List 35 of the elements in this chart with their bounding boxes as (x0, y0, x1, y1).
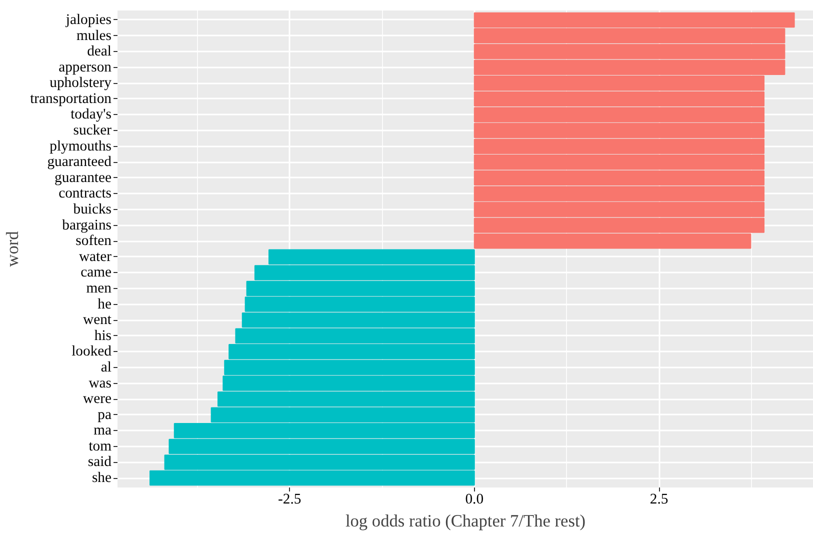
y-tick-label: al (100, 359, 112, 376)
y-tick-label: today's (70, 106, 112, 123)
y-tick-label: looked (72, 344, 112, 360)
y-tick-label: soften (76, 233, 112, 250)
y-tick-label: ma (94, 422, 112, 439)
y-tick-label: buicks (73, 202, 112, 218)
y-tick-label: deal (87, 44, 112, 60)
y-tick-label: was (88, 375, 112, 392)
y-tick-label: water (78, 248, 112, 265)
y-tick-label: bargains (62, 217, 112, 234)
y-tick-label: tom (88, 438, 112, 454)
y-tick-label: his (94, 328, 112, 344)
y-tick-label: he (98, 296, 112, 312)
x-axis-title: log odds ratio (Chapter 7/The rest) (345, 512, 586, 530)
x-tick-label: 0.0 (465, 492, 484, 508)
y-tick-label: she (92, 470, 112, 486)
y-tick-label: sucker (73, 122, 112, 139)
y-tick-label: went (83, 312, 112, 328)
y-tick-label: guaranteed (47, 154, 112, 170)
y-tick-label: upholstery (50, 75, 112, 92)
y-tick-label: were (83, 391, 112, 408)
y-tick-label: came (80, 264, 112, 281)
y-tick-label: mules (76, 28, 112, 44)
x-tick-label: -2.5 (278, 492, 302, 508)
y-tick-label: guarantee (54, 170, 112, 186)
y-tick-label: said (88, 454, 112, 470)
y-tick-label: jalopies (64, 12, 112, 28)
y-tick-label: men (86, 280, 112, 296)
y-tick-label: contracts (58, 186, 112, 202)
y-tick-label: apperson (58, 59, 112, 76)
y-tick-label: plymouths (50, 138, 112, 154)
y-tick-label: pa (98, 406, 112, 423)
y-tick-label: transportation (30, 90, 112, 107)
y-axis-title: word (3, 230, 22, 267)
x-tick-label: 2.5 (650, 492, 668, 508)
